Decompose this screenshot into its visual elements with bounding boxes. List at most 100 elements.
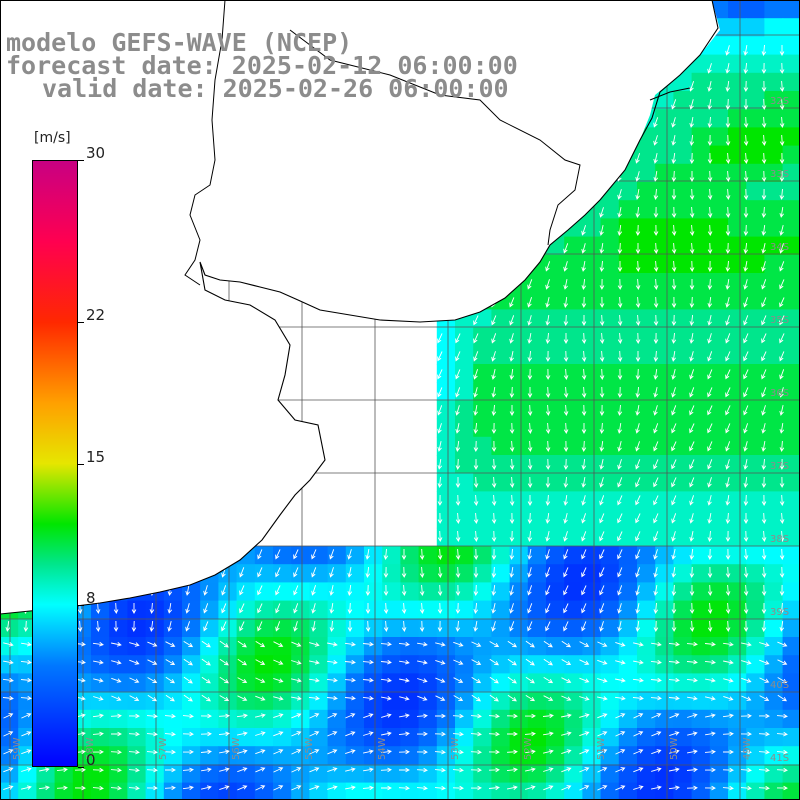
wind-cell: [254, 546, 274, 565]
wind-arrow: [599, 368, 605, 380]
wind-cell: [364, 728, 383, 747]
wind-cell: [746, 36, 765, 56]
wind-arrow: [489, 641, 500, 647]
wind-arrow: [743, 602, 749, 614]
wind-cell: [764, 709, 784, 729]
wind-arrow: [761, 441, 766, 452]
wind-arrow: [653, 278, 659, 290]
wind-cell: [455, 546, 474, 565]
wind-cell: [364, 582, 383, 602]
wind-arrow: [617, 278, 623, 290]
wind-cell: [546, 273, 565, 292]
wind-cell: [746, 455, 765, 474]
wind-arrow: [669, 731, 680, 737]
wind-arrow: [725, 387, 731, 398]
lat-label: 36S: [770, 388, 789, 399]
wind-cell: [91, 691, 110, 711]
wind-cell: [691, 163, 711, 183]
wind-arrow: [633, 660, 644, 665]
wind-arrow: [219, 676, 229, 684]
wind-arrow: [365, 620, 371, 632]
wind-cell: [691, 291, 711, 310]
wind-cell: [709, 200, 729, 219]
wind-arrow: [491, 512, 497, 524]
wind-cell: [746, 309, 765, 329]
wind-cell: [637, 709, 656, 729]
wind-cell: [127, 673, 147, 693]
wind-cell: [673, 273, 693, 292]
lon-label: 54W: [377, 737, 388, 760]
wind-arrow: [110, 713, 122, 719]
wind-arrow: [383, 332, 388, 344]
wind-arrow: [219, 658, 229, 666]
wind-arrow: [615, 641, 626, 647]
wind-arrow: [293, 531, 299, 542]
wind-arrow: [743, 513, 749, 524]
wind-cell: [764, 18, 784, 37]
wind-arrow: [725, 369, 731, 380]
wind-cell: [600, 618, 620, 638]
wind-cell: [673, 418, 693, 438]
wind-cell: [400, 564, 420, 583]
wind-cell: [782, 163, 800, 183]
wind-cell: [364, 782, 383, 800]
wind-cell: [637, 782, 656, 800]
wind-arrow: [545, 621, 551, 632]
wind-arrow: [761, 44, 767, 56]
wind-arrow: [3, 642, 14, 647]
lat-label: 41S: [770, 753, 789, 764]
wind-arrow: [617, 603, 622, 614]
wind-cell: [509, 418, 529, 438]
wind-arrow: [707, 495, 712, 506]
wind-arrow: [543, 695, 554, 701]
wind-arrow: [545, 368, 551, 380]
wind-arrow: [779, 261, 785, 272]
lon-label: 50W: [669, 737, 680, 760]
wind-arrow: [437, 387, 443, 398]
wind-arrow: [740, 713, 752, 719]
wind-arrow: [689, 206, 695, 218]
wind-cell: [746, 782, 765, 800]
wind-arrow: [758, 731, 770, 737]
wind-arrow: [705, 731, 716, 737]
wind-cell: [236, 782, 256, 800]
wind-cell: [582, 691, 602, 711]
wind-cell: [546, 546, 565, 565]
wind-cell: [527, 418, 547, 438]
wind-arrow: [128, 713, 140, 719]
wind-arrow: [671, 423, 677, 434]
wind-cell: [782, 0, 800, 19]
wind-arrow: [3, 767, 14, 773]
wind-arrow: [200, 713, 212, 719]
wind-cell: [655, 546, 674, 565]
wind-cell: [182, 728, 201, 747]
wind-cell: [309, 655, 329, 674]
wind-cell: [364, 546, 383, 565]
wind-arrow: [707, 405, 713, 416]
wind-arrow: [653, 153, 658, 164]
wind-arrow: [453, 677, 464, 683]
wind-arrow: [365, 387, 371, 398]
wind-arrow: [617, 459, 622, 470]
wind-cell: [618, 709, 638, 729]
wind-arrow: [650, 695, 662, 701]
wind-arrow: [362, 641, 374, 647]
wind-cell: [473, 400, 492, 420]
wind-cell: [473, 327, 492, 347]
wind-arrow: [525, 785, 536, 790]
wind-arrow: [686, 641, 698, 647]
wind-arrow: [345, 731, 356, 737]
wind-arrow: [291, 731, 302, 737]
wind-cell: [364, 637, 383, 656]
wind-arrow: [579, 731, 590, 737]
wind-arrow: [635, 531, 641, 542]
wind-arrow: [437, 620, 443, 632]
wind-arrow: [92, 713, 104, 719]
wind-cell: [673, 491, 693, 511]
wind-cell: [782, 782, 800, 800]
wind-cell: [582, 291, 602, 310]
wind-arrow: [383, 513, 388, 524]
wind-arrow: [651, 713, 662, 719]
wind-cell: [764, 91, 784, 110]
wind-cell: [546, 400, 565, 420]
